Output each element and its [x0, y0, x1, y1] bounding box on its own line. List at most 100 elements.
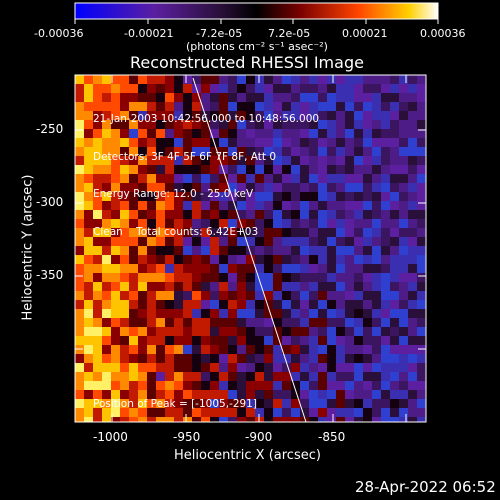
image-pixel — [246, 147, 255, 156]
image-pixel — [237, 156, 246, 165]
image-pixel — [318, 336, 327, 345]
image-pixel — [156, 309, 165, 318]
image-pixel — [174, 93, 183, 102]
image-pixel — [273, 273, 282, 282]
image-pixel — [84, 102, 93, 111]
image-pixel — [174, 255, 183, 264]
image-pixel — [372, 273, 381, 282]
image-pixel — [381, 327, 390, 336]
image-pixel — [228, 84, 237, 93]
image-pixel — [354, 282, 363, 291]
image-pixel — [372, 111, 381, 120]
image-pixel — [354, 309, 363, 318]
image-pixel — [120, 318, 129, 327]
image-pixel — [75, 75, 84, 84]
image-pixel — [318, 102, 327, 111]
image-pixel — [354, 75, 363, 84]
image-pixel — [255, 264, 264, 273]
image-pixel — [120, 102, 129, 111]
image-pixel — [192, 201, 201, 210]
image-pixel — [129, 75, 138, 84]
image-pixel — [201, 336, 210, 345]
image-pixel — [219, 381, 228, 390]
image-pixel — [264, 183, 273, 192]
image-pixel — [399, 210, 408, 219]
image-pixel — [327, 210, 336, 219]
image-pixel — [255, 174, 264, 183]
image-pixel — [264, 309, 273, 318]
image-pixel — [372, 75, 381, 84]
image-pixel — [147, 354, 156, 363]
image-pixel — [381, 309, 390, 318]
image-pixel — [417, 93, 426, 102]
image-pixel — [300, 390, 309, 399]
image-pixel — [201, 399, 210, 408]
image-pixel — [399, 147, 408, 156]
image-pixel — [192, 363, 201, 372]
image-pixel — [138, 192, 147, 201]
image-pixel — [282, 192, 291, 201]
image-pixel — [138, 201, 147, 210]
image-pixel — [120, 363, 129, 372]
image-pixel — [291, 138, 300, 147]
image-pixel — [318, 273, 327, 282]
image-pixel — [183, 345, 192, 354]
image-pixel — [102, 381, 111, 390]
image-pixel — [354, 390, 363, 399]
image-pixel — [390, 300, 399, 309]
image-pixel — [84, 246, 93, 255]
image-pixel — [156, 138, 165, 147]
image-pixel — [183, 228, 192, 237]
image-pixel — [120, 399, 129, 408]
image-pixel — [246, 255, 255, 264]
image-pixel — [399, 390, 408, 399]
image-pixel — [372, 363, 381, 372]
image-pixel — [237, 399, 246, 408]
image-pixel — [372, 318, 381, 327]
image-pixel — [84, 120, 93, 129]
image-pixel — [147, 291, 156, 300]
image-pixel — [345, 255, 354, 264]
x-tick-label: -1000 — [93, 430, 128, 444]
image-pixel — [165, 417, 174, 422]
image-pixel — [300, 219, 309, 228]
image-pixel — [192, 237, 201, 246]
image-pixel — [300, 93, 309, 102]
image-pixel — [237, 102, 246, 111]
image-pixel — [75, 102, 84, 111]
image-pixel — [246, 399, 255, 408]
image-pixel — [138, 111, 147, 120]
image-pixel — [282, 318, 291, 327]
image-pixel — [408, 129, 417, 138]
image-pixel — [237, 174, 246, 183]
image-pixel — [102, 138, 111, 147]
image-pixel — [129, 84, 138, 93]
image-pixel — [327, 354, 336, 363]
image-pixel — [345, 390, 354, 399]
image-pixel — [201, 228, 210, 237]
image-pixel — [129, 102, 138, 111]
image-pixel — [291, 399, 300, 408]
image-pixel — [309, 318, 318, 327]
image-pixel — [210, 93, 219, 102]
image-pixel — [372, 138, 381, 147]
image-pixel — [183, 408, 192, 417]
image-pixel — [336, 237, 345, 246]
image-pixel — [93, 318, 102, 327]
image-pixel — [93, 300, 102, 309]
image-pixel — [345, 93, 354, 102]
image-pixel — [417, 210, 426, 219]
image-pixel — [300, 165, 309, 174]
image-pixel — [183, 354, 192, 363]
image-pixel — [192, 138, 201, 147]
image-pixel — [84, 291, 93, 300]
image-pixel — [327, 93, 336, 102]
image-pixel — [408, 192, 417, 201]
image-pixel — [300, 156, 309, 165]
image-pixel — [147, 192, 156, 201]
image-pixel — [219, 237, 228, 246]
image-pixel — [138, 228, 147, 237]
image-pixel — [246, 246, 255, 255]
image-pixel — [84, 174, 93, 183]
image-pixel — [264, 129, 273, 138]
